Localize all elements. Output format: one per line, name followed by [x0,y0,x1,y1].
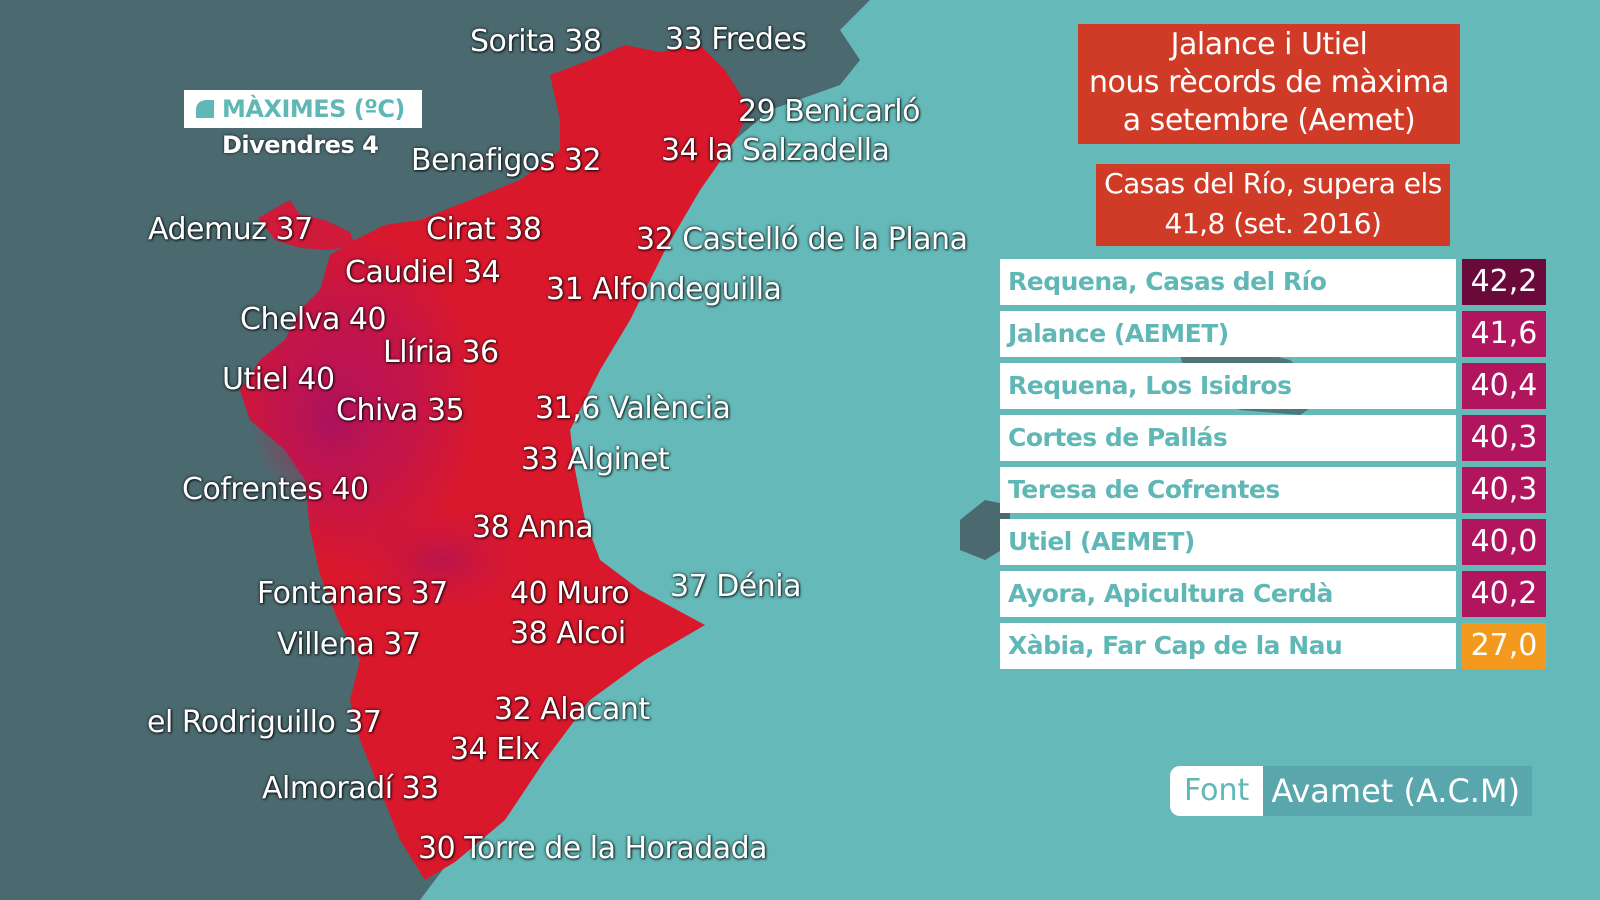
record-station: Xàbia, Far Cap de la Nau [1000,623,1456,669]
city-label: Almoradí 33 [262,771,439,806]
record-row: Teresa de Cofrentes 40,3 [1000,467,1546,513]
record-value: 40,3 [1462,415,1546,461]
headline-line: a setembre (Aemet) [1122,103,1416,138]
city-label: 34 la Salzadella [661,133,890,168]
headline-casas-del-rio: Casas del Río, supera els 41,8 (set. 201… [1096,164,1450,246]
record-station: Teresa de Cofrentes [1000,467,1456,513]
record-station: Cortes de Pallás [1000,415,1456,461]
city-label: Sorita 38 [470,24,602,59]
city-label: Villena 37 [277,627,421,662]
city-label: Llíria 36 [383,335,499,370]
city-label: Benafigos 32 [411,143,602,178]
city-label: el Rodriguillo 37 [147,705,382,740]
ademuz-enclave-shape [258,200,355,250]
record-station: Requena, Casas del Río [1000,259,1456,305]
record-row: Requena, Casas del Río 42,2 [1000,259,1546,305]
record-station: Requena, Los Isidros [1000,363,1456,409]
record-row: Jalance (AEMET) 41,6 [1000,311,1546,357]
city-label: Caudiel 34 [345,255,501,290]
record-row: Cortes de Pallás 40,3 [1000,415,1546,461]
record-row: Utiel (AEMET) 40,0 [1000,519,1546,565]
source-value: Avamet (A.C.M) [1263,766,1533,816]
record-value: 40,0 [1462,519,1546,565]
headline-line: 41,8 (set. 2016) [1164,207,1382,240]
record-value: 40,2 [1462,571,1546,617]
record-station: Utiel (AEMET) [1000,519,1456,565]
city-label: 38 Anna [472,510,594,545]
city-label: 31 Alfondeguilla [546,272,782,307]
city-label: 34 Elx [450,732,540,767]
record-row: Xàbia, Far Cap de la Nau 27,0 [1000,623,1546,669]
record-row: Ayora, Apicultura Cerdà 40,2 [1000,571,1546,617]
city-label: Fontanars 37 [257,576,448,611]
city-label: Chiva 35 [336,393,465,428]
city-label: 32 Castelló de la Plana [636,222,968,257]
city-label: 33 Alginet [521,442,670,477]
record-station: Ayora, Apicultura Cerdà [1000,571,1456,617]
legend-date: Divendres 4 [222,131,379,159]
record-station: Jalance (AEMET) [1000,311,1456,357]
city-label: Utiel 40 [222,362,335,397]
record-row: Requena, Los Isidros 40,4 [1000,363,1546,409]
city-label: 32 Alacant [494,692,650,727]
city-label: Ademuz 37 [148,212,313,247]
city-label: 31,6 València [535,391,731,426]
city-label: 37 Dénia [670,569,802,604]
legend-title: MÀXIMES (ºC) [222,95,405,123]
city-label: 29 Benicarló [738,94,921,129]
source-credit: Font Avamet (A.C.M) [1170,766,1533,816]
city-label: 30 Torre de la Horadada [418,831,768,866]
heat-hotspot-2 [350,505,530,615]
headline-records: Jalance i Utiel nous rècords de màxima a… [1078,24,1460,144]
record-value: 40,3 [1462,467,1546,513]
record-value: 40,4 [1462,363,1546,409]
headline-line: Casas del Río, supera els [1104,167,1442,200]
headline-line: nous rècords de màxima [1089,65,1449,100]
city-label: Cirat 38 [426,212,542,247]
city-label: Chelva 40 [240,302,387,337]
headline-line: Jalance i Utiel [1170,27,1368,62]
city-label: 40 Muro [510,576,630,611]
record-value: 42,2 [1462,259,1546,305]
source-label: Font [1170,766,1264,816]
city-label: 33 Fredes [665,22,807,57]
record-value: 41,6 [1462,311,1546,357]
map-legend: MÀXIMES (ºC) [184,90,422,128]
city-label: 38 Alcoi [510,616,626,651]
heat-hotspot [250,330,410,510]
city-label: Cofrentes 40 [182,472,369,507]
record-value: 27,0 [1462,623,1546,669]
island-shape [960,500,1010,560]
thermometer-drop-icon [196,100,214,118]
